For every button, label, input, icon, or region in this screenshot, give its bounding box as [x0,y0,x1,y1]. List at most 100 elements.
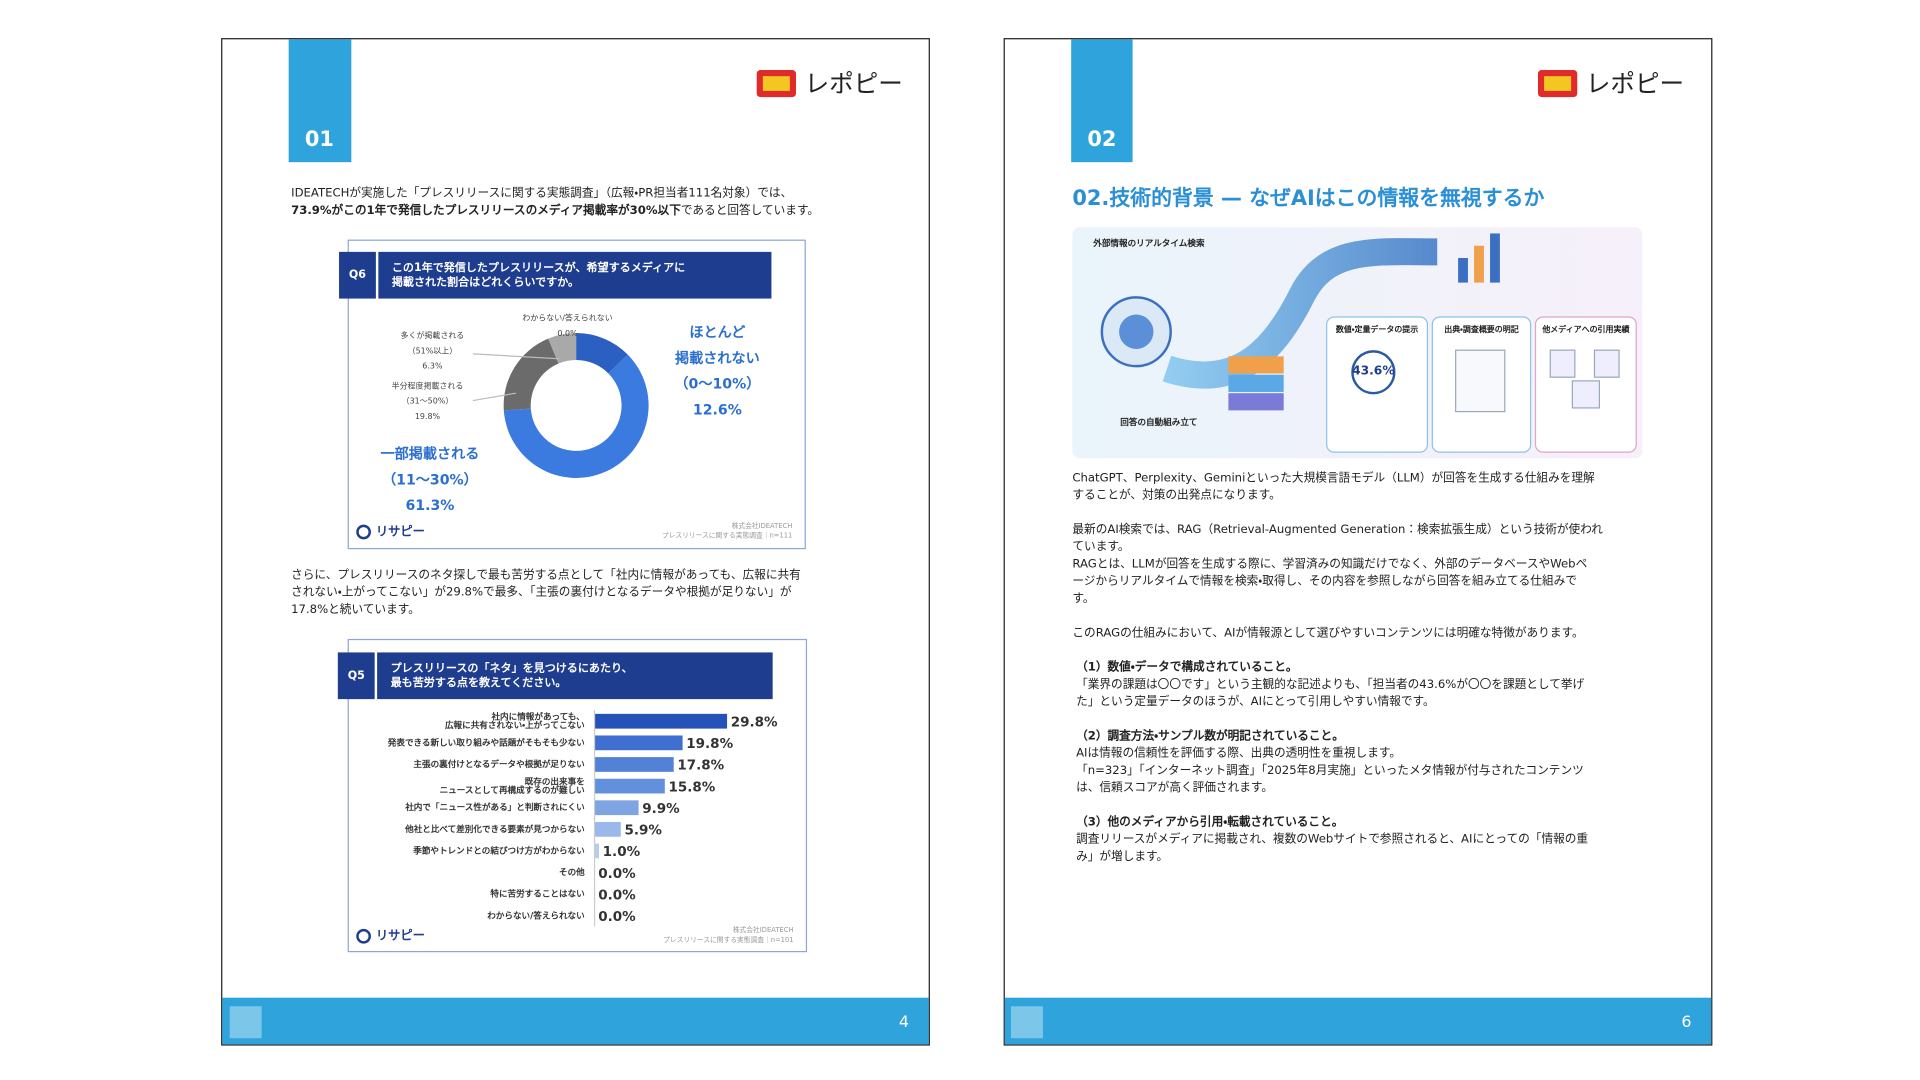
footer-icon [229,1006,262,1039]
question-id-box [339,251,376,299]
paragraph-line: 最新のAI検索では、RAG（Retrieval-Augmented Genera… [1072,522,1603,536]
bar-chart: 29.8% 社内に情報があっても、広報に共有されない・上がってこない 19.8% 発表… [387,710,778,927]
brand: リサピー [376,525,425,539]
question-id: Q5 [348,669,365,682]
source: 株式会社IDEATECH [733,925,794,934]
question-text: 掲載された割合はどれくらいですか。 [392,275,579,289]
footer-icon [1010,1006,1043,1039]
paragraph-line: IDEATECHが実施した「プレスリリースに関する実態調査」（広報・PR担当者1… [291,185,792,199]
bar [594,757,674,772]
donut-segment [576,332,628,374]
page-number: 4 [899,1012,909,1031]
value-label: 0.0% [598,866,636,882]
paragraph-line: 調査リリースがメディアに掲載され、複数のWebサイトで参照されると、AIにとって… [1076,832,1588,846]
segment-label: 一部掲載される [381,446,480,463]
paragraph-line: は、信頼スコアが高く評価されます。 [1076,780,1273,794]
section-badge [1071,39,1133,163]
point-heading: （1）数値・データで構成されていること。 [1076,660,1298,674]
value-label: 9.9% [642,801,680,817]
value-label: 19.8% [686,736,733,752]
donut-segment [503,354,649,478]
segment-label: わからない/答えられない [522,313,612,323]
leader-line [472,353,559,360]
question-bar [378,251,772,299]
bar [594,778,665,794]
paragraph-line: ています。 [1072,539,1129,553]
value-label: 5.9% [624,823,662,839]
category-label: ニュースとして再構成するのが難しい [440,784,586,796]
paragraph-line: た」という定量データのほうが、AIにとって引用しやすい情報です。 [1076,694,1435,708]
illustration: 外部情報のリアルタイム検索 数値・定量データの提示 出典・調査概要の明記 他メデ… [1072,227,1643,459]
category-label: わからない/答えられない [487,909,585,921]
value-label: 61.3% [405,498,454,514]
section-badge [288,39,352,163]
segment-label: 半分程度掲載される [392,380,464,390]
paragraph-line: RAGとは、LLMが回答を生成する際に、学習済みの知識だけでなく、外部のデータベ… [1072,556,1587,570]
illustration-label: 数値・定量データの提示 [1336,324,1418,334]
section-number: 01 [305,127,334,151]
illustration-label: 他メディアへの引用実績 [1541,324,1630,334]
paragraph-line: ージからリアルタイムで情報を検索・取得し、その内容を参照しながら回答を組み立てる… [1072,574,1577,588]
point-heading: （2）調査方法・サンプル数が明記されていること。 [1076,728,1344,742]
bar [594,821,621,837]
bar [594,735,683,751]
value-label: 15.8% [668,779,715,795]
logo-text: レポピー [805,69,903,98]
category-label: 広報に共有されない・上がってこない [445,719,585,731]
page-frame [1003,38,1713,1046]
paragraph-line: このRAGの仕組みにおいて、AIが情報源として選びやすいコンテンツには明確な特徴… [1072,625,1583,639]
section-number: 02 [1087,127,1116,151]
footer [1004,997,1712,1045]
paragraph-line: AIは情報の信頼性を評価する際、出典の透明性を重視します。 [1076,746,1401,760]
paragraph-line: されない・上がってこない」が29.8%で最多、「主張の裏付けとなるデータや根拠が… [291,585,792,599]
paragraph-line: 「n=323」「インターネット調査」「2025年8月実施」といったメタ情報が付与… [1076,763,1584,777]
emphasis: 73.9%がこの1年で発信したプレスリリースのメディア掲載率が30%以下 [291,203,681,217]
segment-label: （11〜30%） [382,472,478,488]
page-title: 02.技術的背景 — なぜAIはこの情報を無視するか [1072,186,1544,210]
page-number: 6 [1681,1012,1691,1031]
brand-icon [356,524,371,540]
brand-icon [356,928,371,944]
text: であると回答しています。 [681,203,819,217]
illustration-label: 回答の自動組み立て [1120,416,1197,428]
value-label: 1.0% [603,844,641,860]
segment-label: （51%以上） [408,346,458,355]
bar [594,843,599,859]
category-label: 社内に情報があっても、 [490,710,584,722]
question-id: Q6 [349,268,366,281]
question-text: 最も苦労する点を教えてください。 [391,675,567,689]
donut-segment [548,332,577,364]
value-label: 0.0% [557,329,578,338]
paragraph-line: み」が増します。 [1076,849,1168,863]
category-label: 既存の出来事を [525,775,585,787]
donut-segment [503,338,559,411]
category-label: 季節やトレンドとの結びつけ方がわからない [412,844,585,856]
value-label: 29.8% [731,714,778,730]
illustration-label: 43.6% [1352,364,1395,378]
value-label: 0.0% [598,909,636,925]
paragraph-line: さらに、プレスリリースのネタ探しで最も苦労する点として「社内に情報があっても、広… [291,568,801,582]
category-label: その他 [559,866,585,878]
leader-line [472,392,517,402]
value-label: 17.8% [677,758,724,774]
value-label: 0.0% [598,887,636,903]
paragraph-line: 「業界の課題は〇〇です」という主観的な記述よりも、「担当者の43.6%が〇〇を課… [1076,677,1584,691]
logo: レポピー [1537,69,1684,98]
segment-label: 掲載されない [675,350,760,367]
category-label: 発表できる新しい取り組みや話題がそもそも少ない [387,736,585,748]
category-label: 社内で「ニュース性がある」と判断されにくい [404,801,585,813]
bar [594,713,728,729]
brand: リサピー [376,929,425,943]
category-label: 特に苦労することはない [490,888,585,900]
value-label: 19.8% [415,412,441,421]
segment-label: ほとんど [689,325,746,341]
category-label: 他社と比べて差別化できる要素が見つからない [404,823,585,835]
source: プレスリリースに関する実態調査｜n=111 [662,531,792,540]
logo-text: レポピー [1586,69,1684,98]
question-id-box [337,652,375,700]
footer [222,997,929,1045]
logo: レポピー [756,69,903,98]
